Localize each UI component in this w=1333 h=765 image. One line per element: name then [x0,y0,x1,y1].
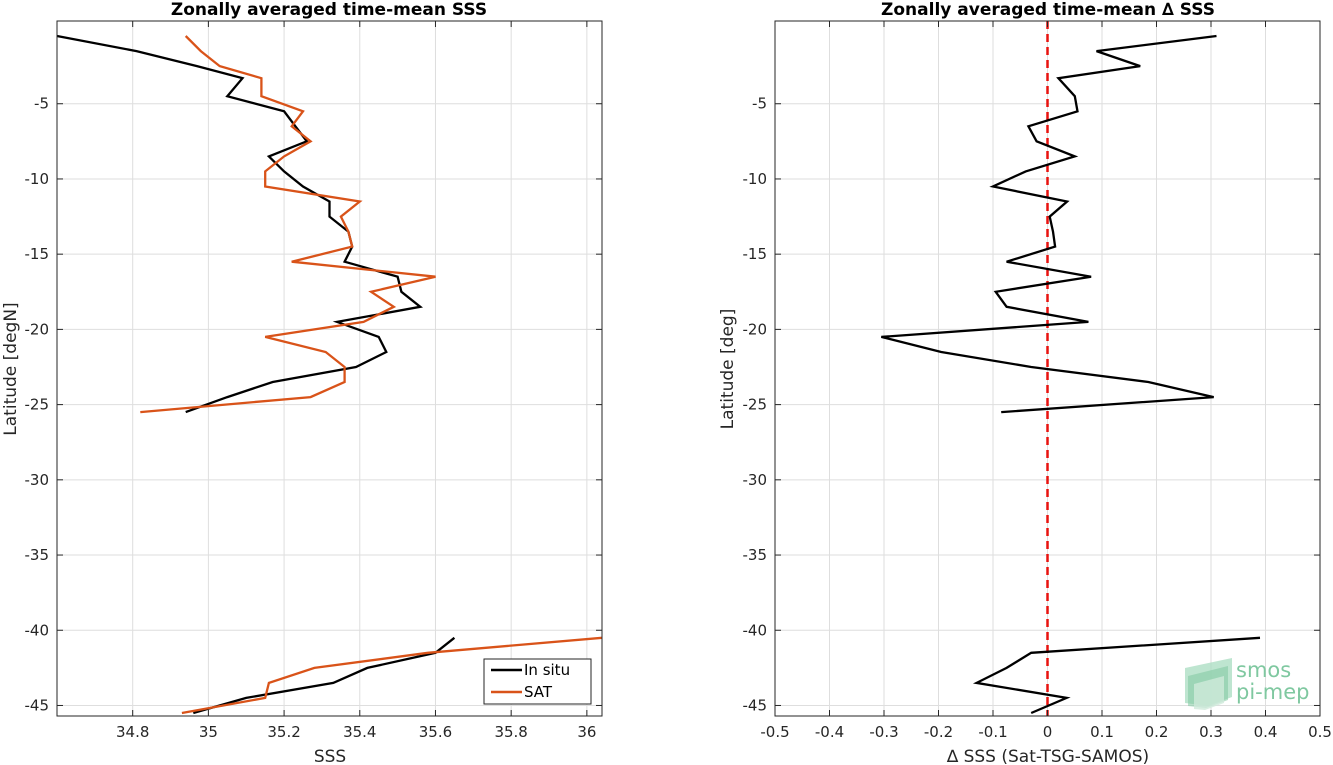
y-tick-label: -20 [743,320,768,338]
x-tick-label: 35.2 [267,723,300,741]
x-tick-label: 35.6 [419,723,452,741]
y-tick-label: -5 [752,95,767,113]
legend-label-sat: SAT [524,683,553,701]
y-tick-label: -25 [743,396,768,414]
x-tick-label: -0.1 [978,723,1007,741]
logo-wave-shape [1194,676,1224,710]
y-tick-label: -35 [25,546,50,564]
y-tick-label: -15 [25,245,50,263]
series-line-in-situ-sss [192,636,456,715]
y-tick-label: -30 [25,471,50,489]
x-axis-label-delta-sss: ∆ SSS (Sat-TSG-SAMOS) [946,747,1149,765]
y-tick-label: -30 [743,471,768,489]
x-tick-label: -0.3 [869,723,898,741]
x-tick-label: -0.4 [815,723,844,741]
legend-box [483,658,592,705]
series-line-series-0-delta-sss [881,34,1217,414]
y-tick-label: -45 [743,696,768,714]
y-tick-label: -40 [743,621,768,639]
plot-area-sss [57,21,602,716]
y-tick-label: -45 [25,696,50,714]
x-tick-label: 0.4 [1254,723,1278,741]
y-tick-label: -5 [34,95,49,113]
series-line-sat-sss [140,35,436,414]
y-tick-label: -35 [743,546,768,564]
y-tick-label: -10 [743,170,768,188]
x-tick-label: 35.8 [494,723,527,741]
chart-title-sss: Zonally averaged time-mean SSS [171,0,487,20]
tick-labels-delta-sss: -0.5 -0.4 -0.3 -0.2 -0.1 0 0.1 0.2 0.3 0.4 0.5 -45 -… [743,21,1332,741]
legend: In situ SAT [483,658,592,705]
logo-text-line1: smos [1236,658,1291,682]
grid-sss [57,21,602,716]
panel-delta-sss: -0.5 -0.4 -0.3 -0.2 -0.1 0 0.1 0.2 0.3 0.4 0.5 -45 -… [718,0,1332,765]
x-tick-label: -0.2 [924,723,953,741]
y-axis-label-delta-sss: Latitude [deg] [718,309,738,430]
logo-text-line2: pi-mep [1236,680,1309,704]
y-tick-label: -10 [25,170,50,188]
smos-pi-mep-logo: smos pi-mep [1185,658,1309,710]
y-tick-label: -20 [25,320,50,338]
x-tick-label: 0.5 [1308,723,1332,741]
legend-label-in-situ: In situ [524,661,570,679]
y-tick-label: -25 [25,396,50,414]
x-tick-label: 0.2 [1145,723,1169,741]
x-axis-label-sss: SSS [314,747,346,765]
x-tick-label: 34.8 [116,723,149,741]
x-tick-label: 35 [199,723,218,741]
x-tick-label: 36 [577,723,596,741]
series-lines-sss [56,34,603,715]
x-tick-label: 0 [1043,723,1053,741]
tick-labels-sss: 34.8 35 35.2 35.4 35.6 35.8 36 -45 -40 -35 -30 -25 -… [25,21,602,741]
x-tick-label: -0.5 [760,723,789,741]
panel-sss: 34.8 35 35.2 35.4 35.6 35.8 36 -45 -40 -35 -30 -25 -… [1,0,603,765]
chart-title-delta-sss: Zonally averaged time-mean ∆ SSS [881,0,1215,20]
y-tick-label: -40 [25,621,50,639]
axes-box-sss [56,20,603,717]
series-lines-delta-sss [881,21,1261,716]
x-tick-label: 0.1 [1090,723,1114,741]
series-line-in-situ-sss [56,34,424,414]
x-tick-label: 0.3 [1199,723,1223,741]
x-tick-label: 35.4 [343,723,376,741]
series-line-series-0-delta-sss [972,636,1261,715]
series-line-sat-sss [181,636,603,715]
y-axis-label-sss: Latitude [degN] [1,302,21,435]
y-tick-label: -15 [743,245,768,263]
